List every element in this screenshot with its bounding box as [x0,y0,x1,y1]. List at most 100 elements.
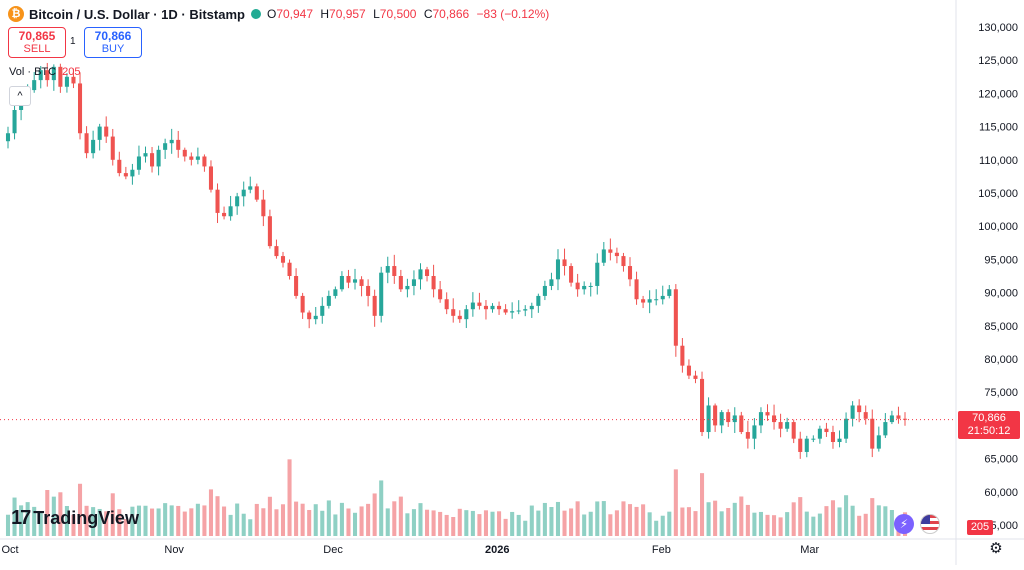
volume-bar [699,473,705,536]
volume-bar [621,501,626,536]
volume-bar [654,520,659,536]
bolt-icon[interactable]: ⚡ [894,514,914,534]
candle-body [483,305,488,310]
candle-body [333,289,338,296]
volume-bar [267,496,272,536]
candle-body [477,302,482,306]
symbol-title[interactable]: Bitcoin / U.S. Dollar · 1D · Bitstamp [29,6,245,22]
us-flag-icon[interactable] [920,514,940,534]
volume-legend-label: Vol · BTC [9,66,57,78]
candle-body [575,282,580,290]
market-status-icon[interactable] [250,9,261,19]
y-tick-label: 60,000 [984,487,1018,499]
volume-bar [641,504,646,536]
y-tick-label: 125,000 [978,55,1018,67]
y-tick-label: 85,000 [984,321,1018,333]
volume-bar [189,508,194,536]
candle-body [634,279,639,300]
volume-bar [451,517,456,536]
volume-bar [91,507,96,536]
volume-bar [883,506,888,536]
buy-button[interactable]: 70,866 BUY [84,27,142,58]
volume-bar [25,502,30,536]
volume-bar [824,506,829,536]
volume-bar [411,509,416,536]
volume-bar [863,513,868,536]
candle-body [418,269,423,280]
candle-body [195,156,200,160]
volume-bar [844,495,849,536]
candle-body [411,279,416,286]
candle-body [215,189,220,213]
volume-bar [5,514,11,536]
volume-bar [693,511,698,536]
candle-body [582,285,587,290]
volume-bar [280,504,286,536]
volume-bar [352,512,358,536]
volume-bar [143,505,148,536]
candle-body [667,289,672,296]
candles [5,62,908,459]
candle-body [896,415,901,419]
candle-body [267,216,272,247]
volume-bar [208,489,214,536]
volume-bar [176,505,181,536]
y-tick-label: 120,000 [978,88,1018,100]
y-tick-label: 95,000 [984,254,1018,266]
close-value: 70,866 [432,7,470,21]
candle-body [732,415,737,423]
candle-body [405,285,410,290]
collapse-legend-button[interactable]: ^ [9,86,31,106]
volume-bar [627,504,633,536]
volume-bar [595,501,600,536]
candle-body [536,295,541,306]
y-tick-label: 75,000 [984,387,1018,399]
candle-body [772,415,777,423]
candle-body [758,412,763,426]
volume-bar [202,505,207,536]
volume-legend[interactable]: Vol · BTC 205 [9,66,80,78]
candle-body [51,66,56,81]
volume-bar [84,505,89,536]
candle-body [686,365,691,376]
candle-body [726,412,731,423]
candle-body [595,262,600,286]
volume-bar [752,512,757,536]
volume-bar [608,514,613,536]
volume-bar [614,510,619,536]
volume-bar [431,510,436,536]
candle-body [254,186,259,200]
volume-bar [346,508,351,536]
candle-body [673,289,678,346]
settings-icon[interactable]: ⚙ [989,540,1003,557]
candle-body [366,285,371,296]
y-tick-label: 115,000 [979,122,1018,134]
volume-bar [261,508,266,536]
volume-bar [12,497,17,536]
volume-bar [163,503,168,536]
candle-body [523,309,528,311]
volume-bar [71,514,76,536]
tradingview-logo[interactable]: 17 TradingView [11,507,139,530]
candle-body [608,249,613,253]
candle-body [425,269,430,276]
candle-body [791,422,796,439]
candle-body [38,70,43,81]
sell-button[interactable]: 70,865 SELL [8,27,66,58]
candle-body [817,428,822,439]
tradingview-wordmark: TradingView [33,508,139,528]
volume-bar [811,516,816,536]
candle-body [77,83,83,134]
candle-body [857,405,862,413]
candle-body [555,259,561,280]
x-tick-label: Mar [800,544,819,556]
volume-bar [529,505,534,536]
candle-body [189,156,194,160]
candle-body [798,438,803,452]
candle-body [778,422,783,429]
candle-body [235,196,240,207]
candle-body [71,76,76,84]
volume-bar [719,511,724,536]
